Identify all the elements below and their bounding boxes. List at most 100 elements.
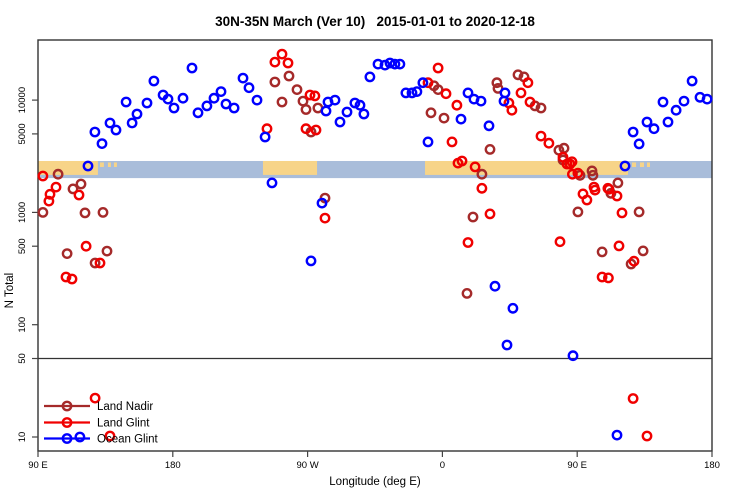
data-point-ocean-glint: [670, 104, 682, 116]
data-point-ocean-glint: [417, 77, 429, 89]
data-point-land-glint: [50, 181, 62, 193]
y-tick-label: 5000: [17, 123, 28, 144]
data-point-ocean-glint: [400, 87, 412, 99]
data-point-land-glint: [261, 123, 273, 135]
data-point-land-nadir: [461, 287, 473, 299]
data-point-land-glint: [276, 48, 288, 60]
data-point-ocean-glint: [657, 96, 669, 108]
data-point-ocean-glint: [611, 429, 623, 441]
data-point-ocean-glint: [641, 116, 653, 128]
data-point-land-glint: [44, 188, 56, 200]
y-tick-label: 100: [17, 317, 28, 333]
data-point-ocean-glint: [627, 126, 639, 138]
data-point-ocean-glint: [120, 96, 132, 108]
data-point-ocean-glint: [483, 120, 495, 132]
data-point-land-glint: [80, 240, 92, 252]
legend-marker: [61, 400, 73, 412]
data-point-ocean-glint: [507, 302, 519, 314]
data-point-land-glint: [94, 257, 106, 269]
data-point-ocean-glint: [354, 99, 366, 111]
legend-marker: [61, 433, 73, 444]
data-point-land-nadir: [637, 245, 649, 257]
data-point-ocean-glint: [462, 87, 474, 99]
data-point-land-glint: [535, 130, 547, 142]
data-point-ocean-glint: [384, 57, 396, 69]
data-point-ocean-glint: [126, 117, 138, 129]
data-point-land-glint: [581, 194, 593, 206]
data-point-land-glint: [422, 77, 434, 89]
data-point-ocean-glint: [358, 108, 370, 120]
data-point-ocean-glint: [237, 72, 249, 84]
y-tick-label: 50: [17, 353, 28, 364]
data-point-ocean-glint: [475, 95, 487, 107]
map-band-island: [107, 162, 111, 167]
data-point-ocean-glint: [701, 93, 713, 105]
data-point-land-nadir: [52, 168, 64, 180]
data-point-land-nadir: [467, 211, 479, 223]
data-point-land-nadir: [596, 246, 608, 258]
data-point-ocean-glint: [104, 117, 116, 129]
map-band-island: [113, 162, 117, 167]
data-point-ocean-glint: [455, 113, 467, 125]
data-point-land-glint: [603, 272, 614, 284]
data-point-ocean-glint: [220, 98, 232, 110]
data-point-land-glint: [309, 90, 321, 102]
data-point-land-glint: [43, 195, 55, 207]
data-point-ocean-glint: [305, 255, 317, 267]
data-point-land-nadir: [97, 206, 109, 218]
data-point-land-glint: [432, 62, 444, 74]
data-point-land-nadir: [79, 207, 91, 219]
data-point-ocean-glint: [259, 131, 271, 143]
data-point-land-glint: [300, 123, 312, 135]
y-tick-label: 1000: [17, 202, 28, 223]
data-point-ocean-glint: [168, 102, 180, 114]
data-point-ocean-glint: [394, 58, 406, 70]
data-point-ocean-glint: [148, 75, 160, 87]
data-point-land-glint: [73, 189, 85, 201]
data-point-land-nadir: [535, 102, 547, 114]
data-point-land-glint: [627, 393, 639, 404]
data-point-land-glint: [566, 156, 578, 168]
y-tick-label: 10000: [17, 87, 28, 113]
data-point-land-nadir: [484, 143, 496, 155]
map-band-island: [100, 162, 104, 167]
data-point-land-nadir: [101, 245, 113, 257]
data-point-ocean-glint: [131, 108, 143, 120]
data-point-land-glint: [567, 168, 578, 180]
data-point-ocean-glint: [89, 126, 101, 138]
data-point-land-nadir: [75, 178, 87, 190]
data-point-land-nadir: [572, 206, 584, 218]
x-tick-label: 180: [704, 460, 720, 471]
data-point-land-nadir: [586, 165, 598, 177]
data-point-land-nadir: [89, 257, 101, 269]
data-point-land-nadir: [512, 69, 524, 81]
data-point-ocean-glint: [110, 124, 122, 136]
data-point-ocean-glint: [489, 280, 501, 292]
data-point-land-glint: [104, 430, 116, 442]
data-point-land-glint: [611, 190, 623, 202]
data-point-land-glint: [462, 237, 474, 248]
data-point-land-nadir: [612, 177, 624, 189]
data-point-ocean-glint: [329, 94, 341, 106]
data-point-land-glint: [564, 158, 576, 170]
data-point-land-glint: [310, 124, 322, 136]
data-point-land-glint: [446, 136, 458, 148]
data-point-land-nadir: [61, 248, 73, 260]
data-point-land-glint: [66, 273, 78, 285]
data-point-ocean-glint: [499, 87, 511, 99]
data-point-ocean-glint: [251, 94, 263, 106]
data-point-ocean-glint: [228, 102, 240, 114]
data-point-land-glint: [613, 240, 625, 252]
data-point-ocean-glint: [648, 123, 660, 135]
x-tick-label: 180: [165, 460, 181, 471]
data-point-land-glint: [589, 184, 601, 196]
data-point-land-nadir: [67, 183, 79, 195]
data-point-ocean-glint: [208, 92, 220, 104]
y-tick-label: 500: [17, 238, 28, 254]
data-point-land-nadir: [37, 206, 49, 218]
data-point-land-glint: [506, 104, 518, 116]
data-point-land-glint: [89, 392, 101, 404]
data-point-land-glint: [469, 161, 481, 173]
